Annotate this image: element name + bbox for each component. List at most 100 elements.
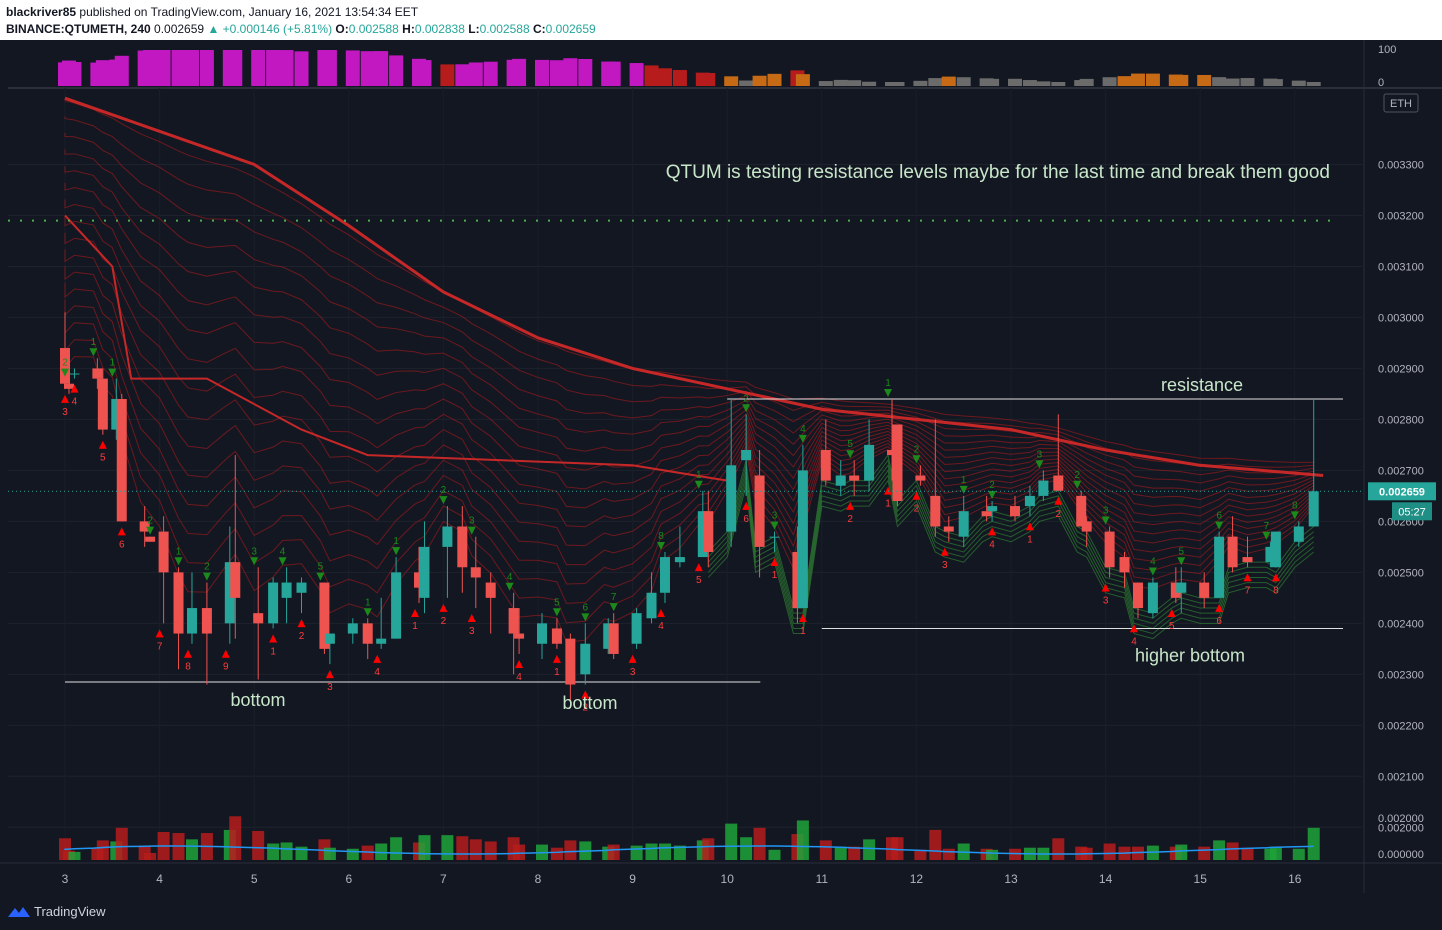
candle-body [1104,531,1115,568]
signal-count-label: 5 [100,453,106,464]
close-value: 0.002659 [545,22,596,36]
buy-signal-arrow-icon [552,654,561,663]
volume-bar [1131,846,1144,860]
oscillator-bar [672,70,687,86]
green-ribbon-line [707,464,1315,624]
signal-count-label: 6 [583,602,589,613]
candle-body [849,475,860,481]
sell-signal-arrow-icon [798,434,807,443]
oscillator-bar [143,50,158,86]
signal-count-label: 4 [280,546,286,557]
ribbon-line [64,199,1314,509]
volume-bar [1175,844,1188,860]
candle-body [64,383,74,389]
oscillator-tick-label: 100 [1378,44,1396,56]
signal-count-label: 1 [365,597,371,608]
candle-body [580,643,591,675]
price-chart[interactable]: 0.003300 0.003200 0.003100 0.003000 0.002900… [0,40,1442,893]
author-name[interactable]: blackriver85 [6,5,77,19]
candle-body [1038,480,1049,496]
volume-bar [469,839,482,860]
candle-body [754,475,765,547]
x-tick-label: 3 [62,872,69,886]
signal-count-label: 4 [516,672,522,683]
x-tick-label: 16 [1288,872,1302,886]
volume-bar [456,836,469,860]
candle-body [92,368,103,379]
last-price: 0.002659 [154,22,205,36]
candle-body [1265,546,1276,563]
oscillator-bar [563,58,578,86]
annotation-bottom-2: bottom [562,693,617,713]
volume-bar [607,844,620,860]
volume-bar [942,848,955,860]
ribbon-line [64,299,1315,585]
candle-body [419,546,430,598]
ribbon-line [64,282,1315,566]
volume-bar [390,837,403,860]
x-tick-label: 15 [1194,872,1208,886]
volume-tick-label: 0.002000 [1378,813,1424,825]
buy-signal-arrow-icon [1025,522,1034,531]
buy-signal-arrow-icon [988,527,997,536]
candle-body [97,378,108,430]
volume-bar [1009,848,1021,860]
y-tick-label: 0.002700 [1378,465,1424,477]
oscillator-bar [956,77,971,86]
oscillator-bar [644,65,659,86]
buy-signal-arrow-icon [912,491,921,500]
oscillator-bar [1117,76,1132,86]
sell-signal-arrow-icon [694,480,703,489]
sell-signal-arrow-icon [884,389,893,398]
oscillator-bar [847,80,862,86]
volume-bar [740,837,753,860]
oscillator-bar [833,79,848,86]
signal-count-label: 1 [554,667,560,678]
signal-count-label: 2 [847,514,853,525]
volume-bar [1292,848,1305,860]
signal-count-label: 6 [119,539,125,550]
oscillator-bar [701,73,716,86]
candle-body [268,582,279,624]
tradingview-brand[interactable]: TradingView [34,904,106,919]
buy-signal-arrow-icon [515,659,524,668]
buy-signal-arrow-icon [884,486,893,495]
candle-body [116,399,127,522]
high-value: 0.002838 [414,22,465,36]
candle-body [1242,557,1253,563]
sell-signal-arrow-icon [846,450,855,459]
buy-signal-arrow-icon [297,619,306,628]
signal-count-label: 4 [507,572,513,583]
volume-bar [441,835,454,860]
signal-count-label: 1 [110,358,116,369]
candle-body [537,623,547,644]
sell-signal-arrow-icon [552,608,561,617]
oscillator-bar [184,50,199,86]
y-tick-label: 0.002500 [1378,567,1424,579]
low-label: L: [468,22,480,36]
oscillator-bar [199,50,214,86]
signal-count-label: 1 [393,536,399,547]
publish-text: published on TradingView.com, January 16… [79,5,419,19]
volume-bar [768,849,781,860]
signal-count-label: 8 [658,531,664,542]
y-tick-label: 0.003000 [1378,312,1424,324]
signal-count-label: 2 [914,444,920,455]
candle-body [930,495,941,527]
oscillator-bar [294,51,309,86]
buy-signal-arrow-icon [439,603,448,612]
candle-body [457,526,468,568]
volume-bar [929,829,942,860]
volume-bar [725,823,738,860]
signal-count-label: 5 [1169,621,1175,632]
buy-signal-arrow-icon [269,634,278,643]
signal-count-label: 9 [223,662,229,673]
signal-count-label: 2 [1074,470,1080,481]
green-ribbon-line [707,469,1315,629]
oscillator-bar [1079,78,1094,86]
ribbon-line [64,182,1314,501]
signal-count-label: 3 [942,560,948,571]
oscillator-bar [512,58,527,86]
sell-signal-arrow-icon [89,348,98,357]
oscillator-bar [345,50,360,86]
